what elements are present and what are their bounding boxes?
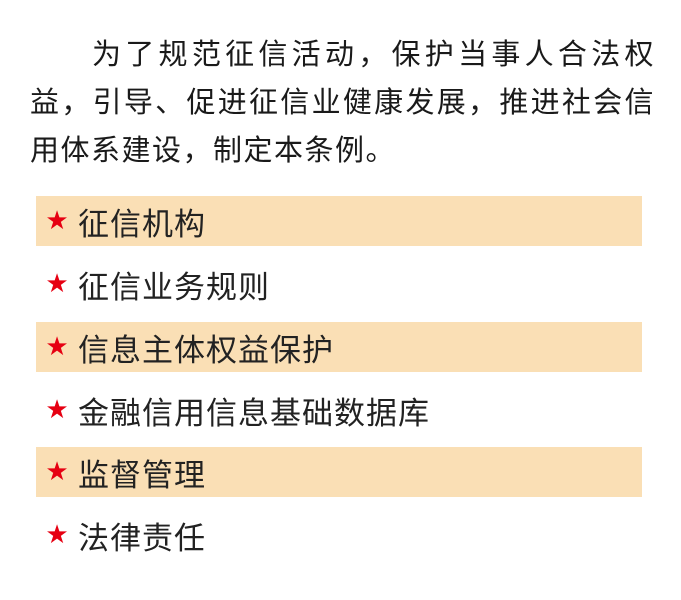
list-item: ★ 金融信用信息基础数据库 xyxy=(36,385,642,435)
item-label: 信息主体权益保护 xyxy=(78,332,334,369)
item-label: 金融信用信息基础数据库 xyxy=(78,395,430,432)
list-item: ★ 征信机构 xyxy=(36,196,642,246)
star-icon: ★ xyxy=(45,206,69,236)
list-item: ★ 信息主体权益保护 xyxy=(36,322,642,372)
star-icon: ★ xyxy=(45,269,69,299)
list-item: ★ 法律责任 xyxy=(36,510,642,560)
list-item: ★ 征信业务规则 xyxy=(36,259,642,309)
star-icon: ★ xyxy=(45,457,69,487)
item-label: 法律责任 xyxy=(78,520,206,557)
intro-paragraph: 为了规范征信活动，保护当事人合法权益，引导、促进征信业健康发展，推进社会信用体系… xyxy=(30,37,655,167)
star-icon: ★ xyxy=(45,520,69,550)
list-item: ★ 监督管理 xyxy=(36,447,642,497)
item-label: 征信机构 xyxy=(78,206,206,243)
item-label: 监督管理 xyxy=(78,457,206,494)
star-icon: ★ xyxy=(45,332,69,362)
item-label: 征信业务规则 xyxy=(78,269,270,306)
star-icon: ★ xyxy=(45,395,69,425)
